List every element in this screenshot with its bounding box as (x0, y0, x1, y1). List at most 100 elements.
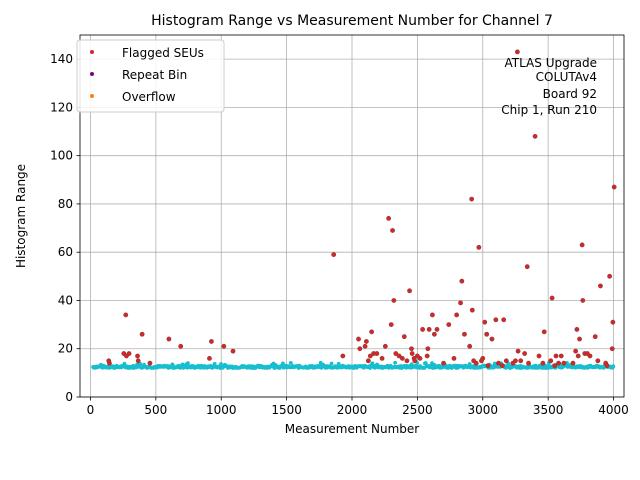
data-point-series-0 (166, 336, 172, 342)
chart-title: Histogram Range vs Measurement Number fo… (151, 13, 553, 29)
data-point-series-0 (431, 331, 437, 337)
x-tick-label: 3500 (533, 403, 564, 417)
legend-label-flagged-seus: Flagged SEUs (122, 46, 204, 60)
data-point-series-0 (331, 252, 337, 258)
data-point-series-0 (451, 355, 457, 361)
data-point-series-0 (541, 329, 547, 335)
data-point-series-0 (424, 353, 430, 359)
data-point-series-0 (501, 317, 507, 323)
data-point-series-0 (135, 353, 140, 359)
x-tick-label: 1000 (206, 403, 237, 417)
legend-marker-flagged-seus (90, 50, 94, 54)
data-point-series-0 (390, 228, 395, 233)
data-point-series-0 (412, 358, 418, 364)
data-point-series-0 (123, 312, 129, 318)
data-point-series-0 (458, 300, 463, 306)
data-point-series-0 (404, 358, 410, 364)
baseline-points (91, 360, 616, 370)
annotation: ATLAS Upgrade COLUTAv4 Board 92 Chip 1, … (501, 56, 597, 117)
data-point-series-0 (407, 288, 412, 294)
y-tick-label: 100 (50, 149, 73, 163)
data-point-series-0 (476, 244, 482, 250)
data-point-series-0 (430, 312, 435, 318)
data-point-series-0 (379, 355, 385, 361)
x-tick-label: 2500 (402, 403, 433, 417)
baseline-point (212, 361, 217, 366)
baseline-point (336, 361, 341, 366)
data-point-series-0 (548, 358, 554, 364)
data-point-series-0 (420, 327, 426, 332)
baseline-point (288, 360, 293, 365)
baseline-point (393, 360, 398, 365)
data-point-series-0 (522, 351, 528, 356)
data-point-series-0 (382, 343, 388, 349)
data-point-series-0 (135, 358, 141, 364)
y-tick-label: 120 (50, 100, 73, 114)
annotation-line-3: Board 92 (543, 87, 597, 101)
data-point-series-0 (577, 336, 582, 342)
baseline-point (186, 361, 190, 365)
data-point-series-0 (604, 363, 610, 369)
data-point-series-0 (499, 363, 505, 369)
legend-marker-repeat-bin (90, 72, 94, 76)
legend: Flagged SEUs Repeat Bin Overflow (76, 39, 225, 113)
data-point-series-0 (367, 353, 373, 359)
data-point-series-0 (139, 331, 145, 337)
baseline-point (492, 361, 497, 366)
data-point-series-0 (401, 334, 407, 340)
data-point-series-0 (441, 360, 446, 366)
data-point-series-0 (580, 298, 586, 303)
data-point-series-0 (503, 358, 509, 364)
data-point-series-0 (467, 343, 473, 349)
data-point-series-0 (558, 353, 564, 359)
data-point-series-0 (362, 343, 368, 349)
data-point-series-0 (221, 343, 227, 349)
data-point-series-0 (524, 264, 530, 270)
data-point-series-0 (393, 351, 399, 356)
y-tick-label: 140 (50, 52, 73, 66)
data-point-series-0 (230, 348, 236, 354)
data-point-series-0 (434, 327, 440, 332)
data-point-series-0 (598, 283, 603, 289)
data-point-series-0 (417, 355, 423, 361)
data-point-series-0 (409, 351, 415, 356)
legend-marker-overflow (90, 94, 94, 98)
data-point-series-0 (388, 322, 394, 327)
annotation-line-1: ATLAS Upgrade (504, 56, 597, 70)
baseline-point (122, 361, 127, 366)
baseline-point (611, 364, 616, 369)
y-tick-label: 60 (58, 245, 73, 259)
data-point-series-0 (399, 355, 405, 361)
data-point-series-0 (587, 353, 593, 359)
data-point-series-0 (561, 360, 567, 366)
data-point-series-0 (126, 351, 132, 356)
data-point-series-0 (575, 353, 581, 359)
data-point-series-0 (469, 307, 475, 313)
data-point-series-0 (513, 358, 518, 364)
legend-box (76, 39, 225, 113)
data-point-series-0 (532, 133, 538, 139)
data-point-series-0 (454, 312, 460, 318)
data-point-series-0 (356, 336, 361, 342)
data-point-series-0 (147, 360, 153, 366)
data-point-series-0 (480, 355, 486, 361)
data-point-series-0 (485, 363, 491, 369)
x-ticks: 0 500 1000 1500 2000 2500 3000 3500 4000 (87, 397, 629, 417)
annotation-line-4: Chip 1, Run 210 (501, 103, 597, 117)
baseline-point (329, 361, 334, 366)
data-point-series-0 (574, 327, 580, 332)
data-point-series-0 (365, 358, 371, 364)
legend-label-overflow: Overflow (122, 90, 176, 104)
x-tick-label: 0 (87, 403, 95, 417)
flagged-seu-points (106, 49, 617, 369)
data-point-series-0 (536, 353, 542, 359)
x-tick-label: 2000 (337, 403, 368, 417)
data-point-series-0 (369, 329, 375, 335)
data-point-series-0 (340, 353, 346, 359)
data-point-series-0 (549, 295, 555, 301)
data-point-series-0 (526, 360, 531, 366)
data-point-series-0 (595, 358, 601, 364)
data-point-series-0 (409, 346, 414, 352)
x-tick-label: 1500 (271, 403, 302, 417)
